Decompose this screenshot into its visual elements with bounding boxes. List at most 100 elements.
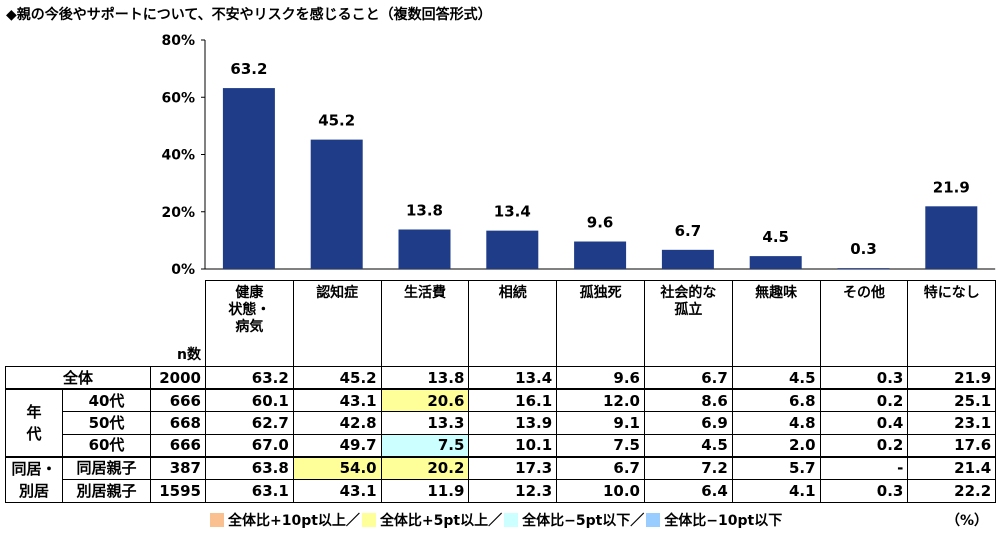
cell-value: 23.1 <box>907 411 997 435</box>
column-header-line: 状態・ <box>228 302 271 318</box>
table-header-row: n数 健康 状態・ 病気 認知症 生活費 相続 孤独死 社会的な 孤立 無趣味 その他 特になし <box>6 280 997 367</box>
column-header-line: その他 <box>842 285 885 301</box>
row-label: 同居親子 <box>62 456 151 480</box>
row-label: 50代 <box>62 411 151 435</box>
data-label: 9.6 <box>587 214 614 232</box>
y-tick-label: 80% <box>161 33 195 49</box>
y-tick-label: 20% <box>161 205 195 221</box>
cell-value: 7.5 <box>556 433 645 457</box>
n-value: 387 <box>150 456 206 480</box>
cell-value: 63.1 <box>205 478 294 503</box>
y-tick-label: 0% <box>171 262 195 278</box>
group-label: 年代 <box>26 402 42 443</box>
table-row: 50代 668 62.7 42.8 13.3 13.9 9.1 6.9 4.8 0.4 23.1 <box>6 411 997 435</box>
cell-value: 0.2 <box>819 388 909 412</box>
bar <box>749 256 802 269</box>
cell-value: 13.9 <box>468 411 558 435</box>
cell-value: 0.2 <box>819 433 909 457</box>
cell-value: 7.2 <box>643 456 733 480</box>
cell-value: 5.7 <box>731 456 821 480</box>
data-label: 13.8 <box>406 201 443 219</box>
cell-value: 54.0 <box>292 456 382 480</box>
data-label: 4.5 <box>762 228 789 246</box>
row-label: 60代 <box>62 433 151 457</box>
cell-value: 9.1 <box>556 411 645 435</box>
cell-value: 20.2 <box>380 456 470 480</box>
y-tick-label: 40% <box>161 148 195 164</box>
legend-swatch <box>210 513 224 527</box>
cell-value: 6.4 <box>643 478 733 503</box>
cell-value: 0.3 <box>819 366 909 390</box>
column-header: 生活費 <box>380 280 470 367</box>
table-row: 60代 666 67.0 49.7 7.5 10.1 7.5 4.5 2.0 0.2 17.6 <box>6 433 997 457</box>
data-label: 21.9 <box>933 178 970 196</box>
cell-value: 21.9 <box>907 366 997 390</box>
cell-value: 45.2 <box>292 366 382 390</box>
group-label: 同居・別居 <box>11 459 57 500</box>
cell-value: 25.1 <box>907 388 997 412</box>
cell-value: 10.1 <box>468 433 558 457</box>
cell-value: 17.3 <box>468 456 558 480</box>
cell-value: 4.5 <box>731 366 821 390</box>
legend-swatch <box>646 513 661 527</box>
column-header-line: 生活費 <box>403 285 446 301</box>
cell-value: 13.4 <box>468 366 558 390</box>
legend-label: 全体比−5pt以下／ <box>522 513 645 529</box>
column-header: 健康 状態・ 病気 <box>205 280 294 367</box>
column-header-line: 認知症 <box>316 285 359 301</box>
cell-value: 17.6 <box>907 433 997 457</box>
column-header-line: 孤独死 <box>579 285 622 301</box>
table-row: 年代 40代 666 60.1 43.1 20.6 16.1 12.0 8.6 6.8 0.2 25.… <box>5 388 997 457</box>
bar <box>486 230 539 269</box>
column-header: 認知症 <box>292 280 382 367</box>
header-blank <box>6 281 151 367</box>
cell-value: 43.1 <box>292 388 382 412</box>
legend-swatch <box>504 513 519 527</box>
legend: 全体比+10pt以上／ 全体比+5pt以上／ 全体比−5pt以下／ 全体比−10pt以… <box>210 510 782 530</box>
n-value: 666 <box>150 433 206 457</box>
n-header: n数 <box>150 280 206 367</box>
bar <box>574 241 627 269</box>
bar <box>837 268 890 270</box>
cell-value: 60.1 <box>205 388 294 412</box>
row-label: 別居親子 <box>62 478 151 503</box>
cell-value: 9.6 <box>556 366 645 390</box>
legend-swatch <box>361 513 376 527</box>
bar <box>661 249 714 269</box>
cell-value: 21.4 <box>907 456 997 480</box>
row-label: 40代 <box>62 388 151 412</box>
table-row: 別居親子 1595 63.1 43.1 11.9 12.3 10.0 6.4 4.1 0.3 22.… <box>6 478 997 503</box>
data-label: 45.2 <box>318 112 355 130</box>
cell-value: 42.8 <box>292 411 382 435</box>
column-header: 孤独死 <box>556 280 645 367</box>
table-row: 全体 2000 63.2 45.2 13.8 13.4 9.6 6.7 4.5 0.3 21.9 <box>5 366 997 390</box>
data-table: n数 健康 状態・ 病気 認知症 生活費 相続 孤独死 社会的な 孤立 無趣味 その他 特になし 全体 20… <box>5 280 997 503</box>
cell-value: 4.1 <box>731 478 821 503</box>
cell-value: 6.8 <box>731 388 821 412</box>
y-tick-label: 60% <box>161 90 195 106</box>
cell-value: 16.1 <box>468 388 558 412</box>
cell-value: 4.5 <box>643 433 733 457</box>
cell-value: 6.9 <box>643 411 733 435</box>
data-label: 0.3 <box>850 240 877 258</box>
n-value: 668 <box>150 411 206 435</box>
data-label: 6.7 <box>675 222 702 240</box>
column-header: 特になし <box>907 280 997 367</box>
bar-chart: 0% 20% 40% 60% 80% 63.2 45.2 13.8 13.4 9.6 6.7 4.5 0… <box>161 33 996 278</box>
column-header: 無趣味 <box>731 280 821 367</box>
cell-value: 20.6 <box>380 388 470 412</box>
cell-value: 0.4 <box>819 411 909 435</box>
bar <box>310 139 363 269</box>
cell-value: 10.0 <box>556 478 645 503</box>
cell-value: - <box>819 456 909 480</box>
bar <box>925 206 978 269</box>
bar <box>398 229 451 269</box>
column-header-line: 相続 <box>498 285 527 301</box>
cell-value: 11.9 <box>380 478 470 503</box>
group-cell: 年代 <box>5 388 63 457</box>
chart-title: ◆親の今後やサポートについて、不安やリスクを感じること（複数回答形式） <box>6 7 492 23</box>
cell-value: 8.6 <box>643 388 733 412</box>
legend-label: 全体比+5pt以上／ <box>379 513 503 529</box>
cell-value: 63.8 <box>205 456 294 480</box>
column-header-line: 社会的な <box>660 285 717 301</box>
